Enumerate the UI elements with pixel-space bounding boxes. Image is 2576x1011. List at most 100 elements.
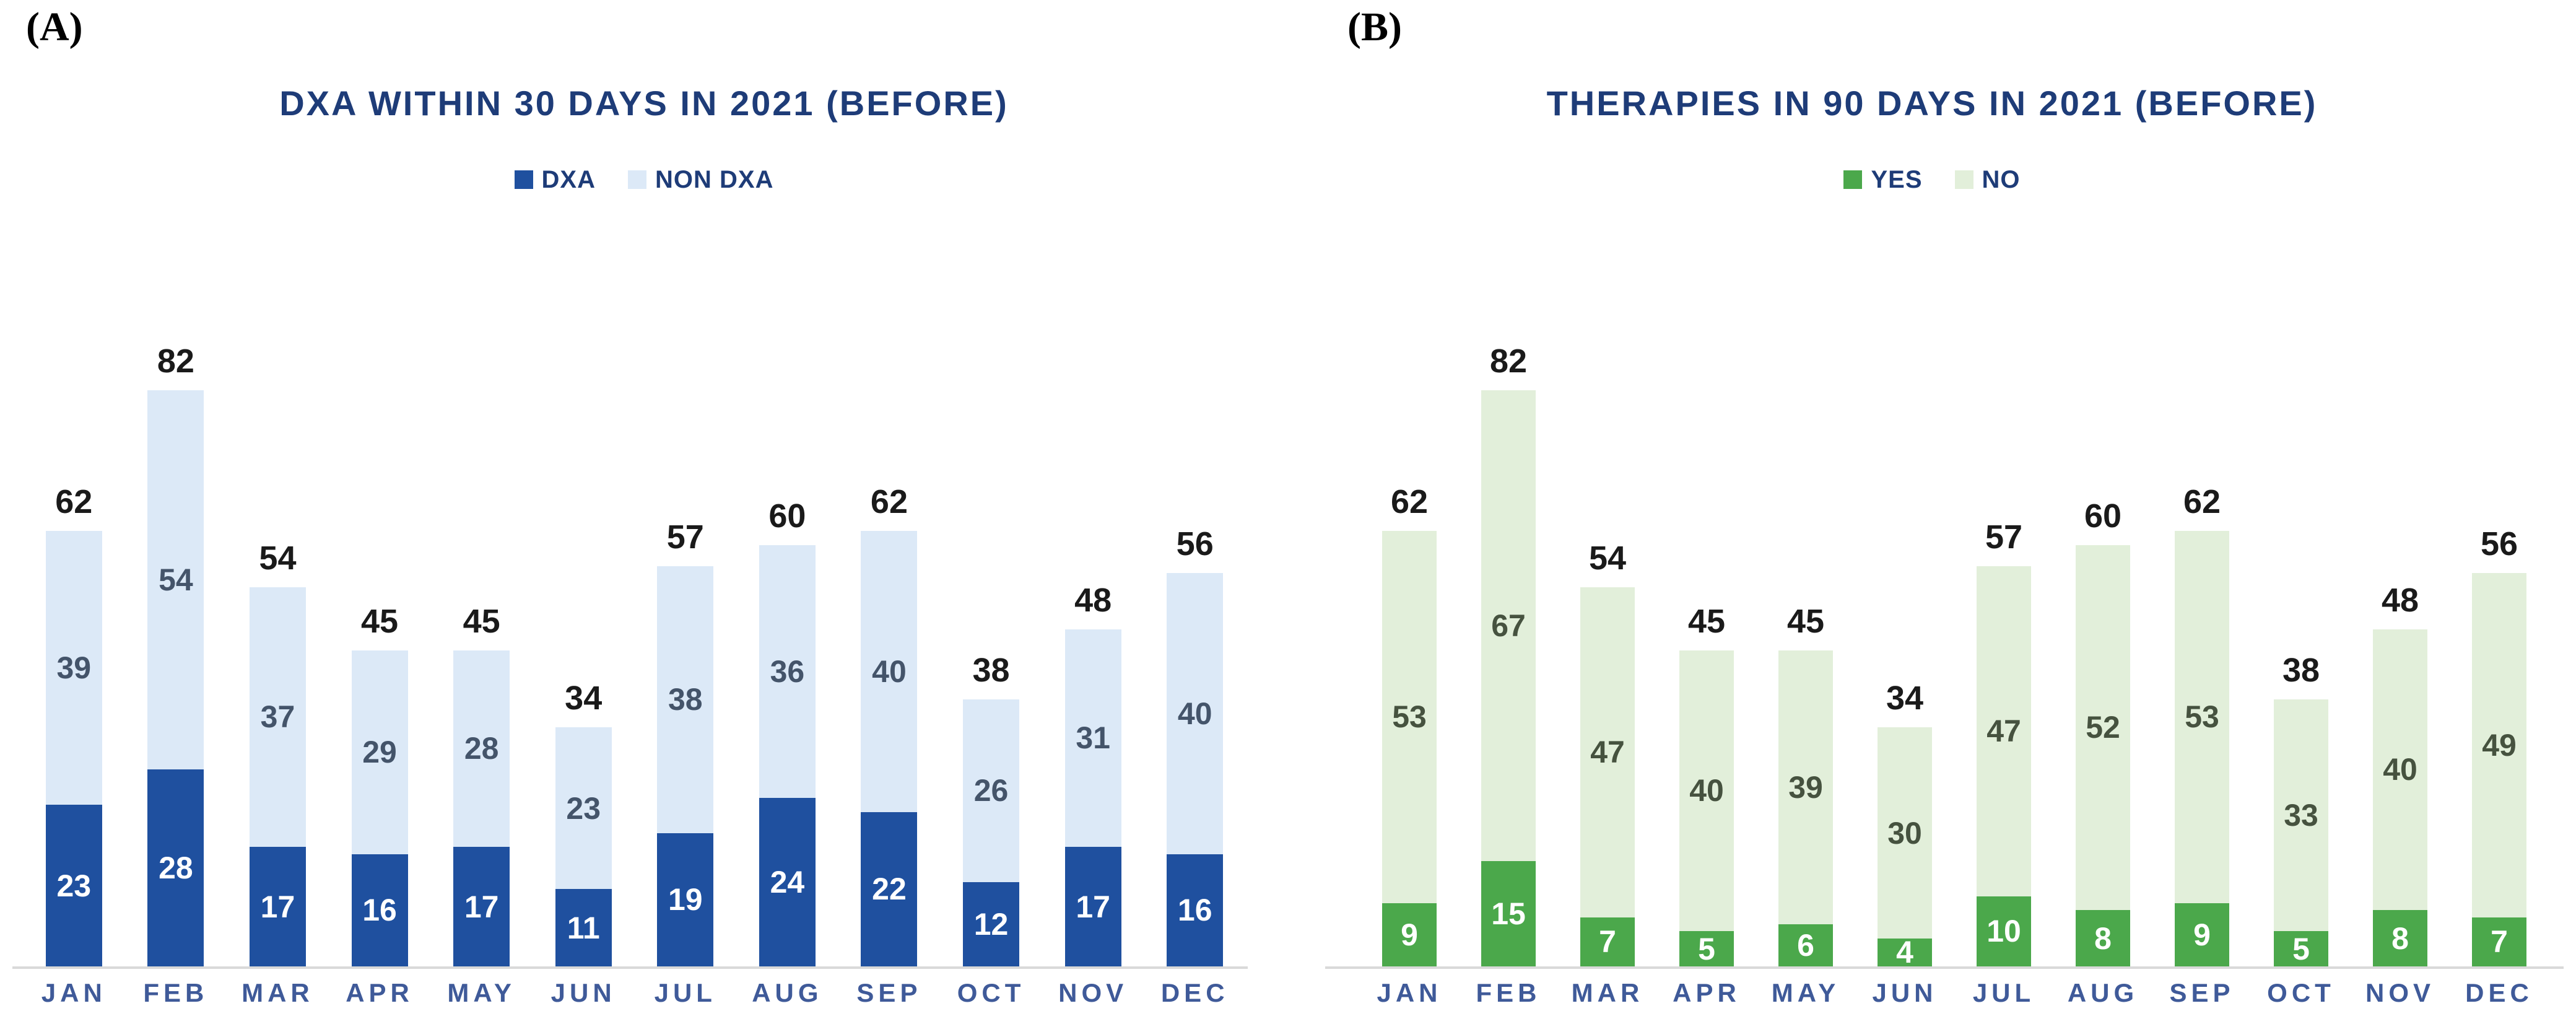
segment-non-dxa-may: 28: [453, 650, 510, 847]
month-label-aug: AUG: [752, 978, 823, 1007]
segment-no-nov: 40: [2373, 629, 2427, 911]
segment-dxa-apr: 16: [351, 854, 408, 966]
segment-value: 47: [1590, 735, 1625, 770]
total-label-mar: 54: [259, 539, 297, 577]
segment-no-may: 39: [1778, 650, 1833, 924]
total-label-mar: 54: [1588, 539, 1627, 577]
bar-group-apr: 16 29 45: [351, 605, 408, 966]
segment-value: 17: [1076, 889, 1110, 924]
segment-yes-feb: 15: [1481, 860, 1536, 966]
bar-group-jul: 19 38 57: [657, 520, 714, 966]
total-label-oct: 38: [972, 652, 1010, 689]
segment-yes-mar: 7: [1580, 917, 1635, 966]
total-label-jun: 34: [1886, 680, 1924, 717]
segment-non-dxa-sep: 40: [861, 530, 918, 812]
segment-value: 28: [464, 731, 499, 766]
segment-value: 17: [464, 889, 499, 924]
segment-non-dxa-jun: 23: [555, 727, 612, 890]
total-label-sep: 62: [870, 483, 908, 520]
month-label-nov: NOV: [2365, 978, 2435, 1007]
segment-no-dec: 49: [2472, 572, 2526, 917]
total-label-feb: 82: [1489, 343, 1528, 380]
segment-value: 4: [1896, 935, 1913, 970]
segment-value: 24: [770, 864, 805, 899]
segment-value: 38: [668, 682, 703, 717]
bar-group-oct: 5 33 38: [2274, 654, 2328, 966]
segment-no-jul: 47: [1977, 566, 2031, 896]
segment-value: 6: [1797, 927, 1814, 963]
total-label-jun: 34: [565, 680, 603, 717]
legend-label-no: NO: [1982, 165, 2021, 193]
segment-value: 39: [1788, 769, 1823, 805]
segment-non-dxa-jul: 38: [657, 566, 714, 833]
segment-value: 12: [973, 906, 1009, 942]
segment-value: 22: [872, 872, 907, 907]
segment-value: 54: [159, 562, 193, 598]
total-label-dec: 56: [1176, 525, 1214, 562]
total-label-jan: 62: [1390, 483, 1429, 520]
segment-non-dxa-mar: 37: [249, 587, 306, 847]
legend-swatch-non-dxa: [628, 170, 646, 189]
month-label-jul: JUL: [654, 978, 716, 1007]
panel-b-corner-label: (B): [1347, 4, 1402, 50]
segment-no-jun: 30: [1878, 727, 1932, 939]
segment-value: 17: [260, 889, 295, 924]
total-label-feb: 82: [157, 343, 194, 380]
segment-value: 33: [2284, 798, 2318, 833]
month-label-apr: APR: [1673, 978, 1741, 1007]
month-label-oct: OCT: [2267, 978, 2335, 1007]
segment-value: 67: [1491, 608, 1526, 643]
legend-item-yes: YES: [1843, 166, 1922, 194]
bar-group-dec: 7 49 56: [2472, 527, 2526, 966]
total-label-aug: 60: [768, 497, 806, 535]
bar-group-sep: 22 40 62: [861, 485, 918, 966]
legend-swatch-no: [1954, 170, 1973, 189]
total-label-apr: 45: [1687, 602, 1726, 640]
total-label-oct: 38: [2282, 652, 2320, 689]
bar-group-aug: 8 52 60: [2076, 499, 2130, 966]
segment-no-oct: 33: [2274, 699, 2328, 932]
month-label-dec: DEC: [1160, 978, 1229, 1007]
segment-dxa-may: 17: [453, 847, 510, 966]
segment-dxa-aug: 24: [759, 797, 816, 966]
segment-value: 36: [770, 654, 805, 689]
month-label-sep: SEP: [856, 978, 922, 1007]
total-label-may: 45: [463, 602, 500, 640]
bar-group-nov: 8 40 48: [2373, 584, 2427, 966]
bar-group-dec: 16 40 56: [1167, 527, 1224, 966]
bar-group-oct: 12 26 38: [963, 654, 1020, 966]
segment-value: 28: [159, 851, 193, 886]
month-label-sep: SEP: [2169, 978, 2235, 1007]
segment-dxa-jun: 11: [555, 889, 612, 966]
segment-value: 52: [2086, 710, 2120, 745]
month-label-apr: APR: [346, 978, 414, 1007]
segment-value: 40: [1689, 773, 1724, 808]
segment-non-dxa-apr: 29: [351, 650, 408, 854]
segment-value: 40: [872, 654, 907, 689]
segment-dxa-sep: 22: [861, 812, 918, 966]
legend-swatch-yes: [1843, 170, 1863, 189]
segment-value: 47: [1986, 714, 2021, 749]
segment-value: 53: [1392, 699, 1427, 735]
month-label-oct: OCT: [957, 978, 1025, 1007]
segment-dxa-jan: 23: [45, 805, 102, 966]
legend-item-non-dxa: NON DXA: [628, 166, 773, 194]
chart-b-axis-line: [1325, 966, 2564, 969]
bar-group-mar: 7 47 54: [1580, 541, 1635, 966]
segment-dxa-feb: 28: [147, 769, 204, 966]
total-label-jul: 57: [666, 518, 704, 556]
panel-b: (B) THERAPIES IN 90 DAYS IN 2021 (BEFORE…: [1288, 0, 2576, 1011]
total-label-jul: 57: [1985, 518, 2023, 556]
segment-yes-nov: 8: [2373, 910, 2427, 966]
segment-value: 10: [1986, 914, 2021, 949]
segment-no-apr: 40: [1679, 650, 1734, 932]
chart-a-title: DXA WITHIN 30 DAYS IN 2021 (BEFORE): [279, 84, 1009, 123]
bar-group-feb: 15 67 82: [1481, 344, 1536, 966]
chart-b-title: THERAPIES IN 90 DAYS IN 2021 (BEFORE): [1546, 84, 2318, 123]
segment-no-feb: 67: [1481, 390, 1536, 861]
segment-value: 19: [668, 882, 703, 917]
total-label-nov: 48: [2381, 581, 2419, 619]
legend-label-non-dxa: NON DXA: [655, 165, 774, 193]
month-label-jun: JUN: [1872, 978, 1938, 1007]
panel-a-corner-label: (A): [26, 4, 83, 50]
